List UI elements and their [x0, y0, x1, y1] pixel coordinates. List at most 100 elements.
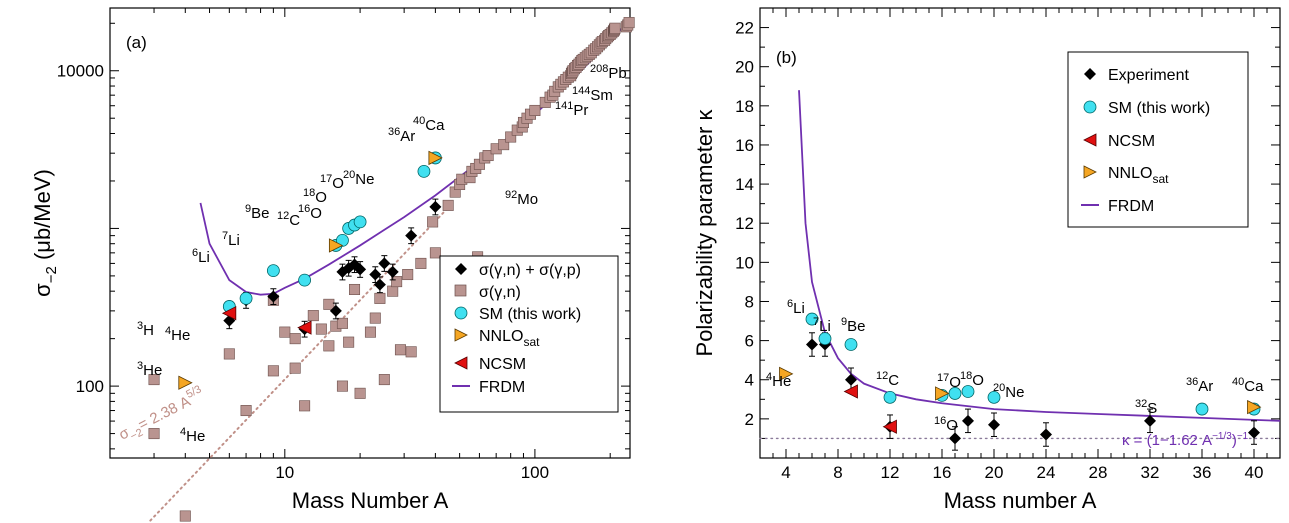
- gamma-n-point: [415, 257, 427, 269]
- isotope-label: 36Ar: [1186, 376, 1213, 395]
- gamma-n-point: [429, 247, 441, 259]
- gamma-n-point: [442, 199, 454, 211]
- experiment-point: [429, 200, 442, 213]
- gamma-n-point: [299, 400, 311, 412]
- x-tick-label-b: 20: [985, 463, 1004, 482]
- nnlo-point: [428, 150, 443, 166]
- isotope-label: 6Li: [787, 298, 805, 317]
- gamma-n-point: [279, 326, 291, 338]
- nnlo-points-a: [178, 150, 443, 390]
- isotope-label: 20Ne: [343, 169, 374, 188]
- legend-label: σ(γ,n): [479, 284, 521, 301]
- gamma-n-points: [148, 17, 635, 522]
- y-tick-label-b: 4: [745, 371, 754, 390]
- y-tick-label-b: 8: [745, 292, 754, 311]
- y-tick-label-a: 100: [76, 377, 104, 396]
- x-tick-label-b: 24: [1037, 463, 1056, 482]
- sm-point: [298, 273, 312, 287]
- x-axis-label-b: Mass number A: [944, 488, 1097, 513]
- nnlo-point: [935, 386, 950, 401]
- isotope-label: 3He: [137, 360, 162, 379]
- x-tick-label-a: 100: [521, 463, 549, 482]
- plot-frame-a: [109, 7, 631, 459]
- x-tick-label-b: 8: [833, 463, 842, 482]
- y-tick-label-b: 16: [735, 136, 754, 155]
- isotope-label: 4He: [180, 426, 205, 445]
- gamma-n-point: [387, 285, 399, 297]
- y-tick-label-a: 10000: [57, 62, 104, 81]
- gamma-n-point: [402, 269, 414, 281]
- isotope-label: 12C: [277, 210, 300, 229]
- x-axis-label-a: Mass Number A: [292, 488, 449, 513]
- x-tick-label-b: 40: [1245, 463, 1264, 482]
- gamma-n-point: [323, 340, 335, 352]
- experiment-point: [1040, 428, 1052, 441]
- panel-a: 10 100 100 10000 (a) 3H 3He 4He 4He 6Li 7Li…: [30, 7, 635, 522]
- y-tick-label-b: 22: [735, 19, 754, 38]
- sm-point: [266, 264, 280, 278]
- gamma-n-point: [505, 131, 517, 143]
- y-tick-label-b: 6: [745, 332, 754, 351]
- isotope-label: 16O: [298, 203, 322, 222]
- experiment-point: [354, 263, 367, 276]
- gamma-n-point: [323, 298, 335, 310]
- gamma-n-point: [374, 292, 386, 304]
- frdm-curve-a: [199, 19, 631, 296]
- isotope-label: 144Sm: [572, 85, 613, 104]
- experiment-point: [1144, 414, 1156, 427]
- sm-point: [336, 233, 349, 247]
- nnlo-points-b: [779, 366, 1262, 415]
- gamma-n-point: [391, 276, 403, 288]
- isotope-label: 20Ne: [993, 382, 1024, 401]
- gamma-n-point: [609, 22, 621, 34]
- experiment-point: [988, 418, 1000, 431]
- x-tick-label-b: 16: [933, 463, 952, 482]
- ncsm-point: [843, 384, 858, 399]
- x-tick-label-a: 10: [275, 463, 294, 482]
- gamma-n-point: [336, 380, 348, 392]
- legend-symbol-sm: [454, 306, 468, 320]
- legend-label: NCSM: [1108, 133, 1155, 150]
- y-axis-label-a: σ−2 (μb/MeV): [30, 169, 60, 297]
- legend-label: Experiment: [1108, 67, 1189, 84]
- nnlo-point: [1247, 399, 1262, 415]
- isotope-label: 9Be: [245, 203, 269, 222]
- experiment-point: [405, 229, 418, 242]
- isotope-label: 16O: [934, 415, 958, 434]
- experiment-point: [267, 290, 280, 303]
- gamma-n-point: [529, 104, 541, 116]
- gamma-n-point: [289, 333, 301, 345]
- y-tick-label-b: 12: [735, 214, 754, 233]
- isotope-label: 32S: [1135, 398, 1157, 417]
- nnlo-point: [178, 375, 193, 390]
- isotope-label: 4He: [165, 325, 190, 344]
- legend-symbol-nnlo: [1083, 165, 1097, 179]
- legend-symbol-gamma-n: [454, 284, 467, 297]
- frdm-line: [199, 19, 631, 296]
- gamma-n-point: [336, 317, 348, 329]
- gamma-n-point: [223, 348, 235, 360]
- experiment-point: [329, 304, 342, 317]
- legend-label: SM (this work): [1108, 100, 1210, 117]
- sm-point: [844, 338, 858, 351]
- sm-point: [987, 390, 1001, 404]
- panel-label-a: (a): [126, 33, 147, 52]
- ncsm-point: [882, 419, 897, 434]
- gamma-n-point: [240, 405, 252, 417]
- sm-point: [417, 164, 431, 178]
- gamma-n-point: [148, 374, 160, 386]
- legend-label: FRDM: [479, 379, 525, 396]
- frdm-line: [798, 90, 1281, 422]
- gamma-n-point: [482, 150, 494, 162]
- isotope-label: 7Li: [222, 230, 240, 249]
- isotope-label: 9Be: [841, 316, 865, 335]
- nnlo-point: [779, 366, 794, 382]
- y-tick-label-b: 18: [735, 97, 754, 116]
- sm-points-b: [805, 312, 1261, 416]
- isotope-label: 3H: [137, 320, 154, 339]
- legend-a: σ(γ,n) + σ(γ,p) σ(γ,n) SM (this work) NN…: [439, 255, 619, 413]
- isotope-label: 17O: [937, 372, 961, 391]
- isotope-label: 40Ca: [1232, 376, 1264, 395]
- legend-label: SM (this work): [479, 306, 581, 323]
- legend-symbol-nnlo: [454, 328, 468, 342]
